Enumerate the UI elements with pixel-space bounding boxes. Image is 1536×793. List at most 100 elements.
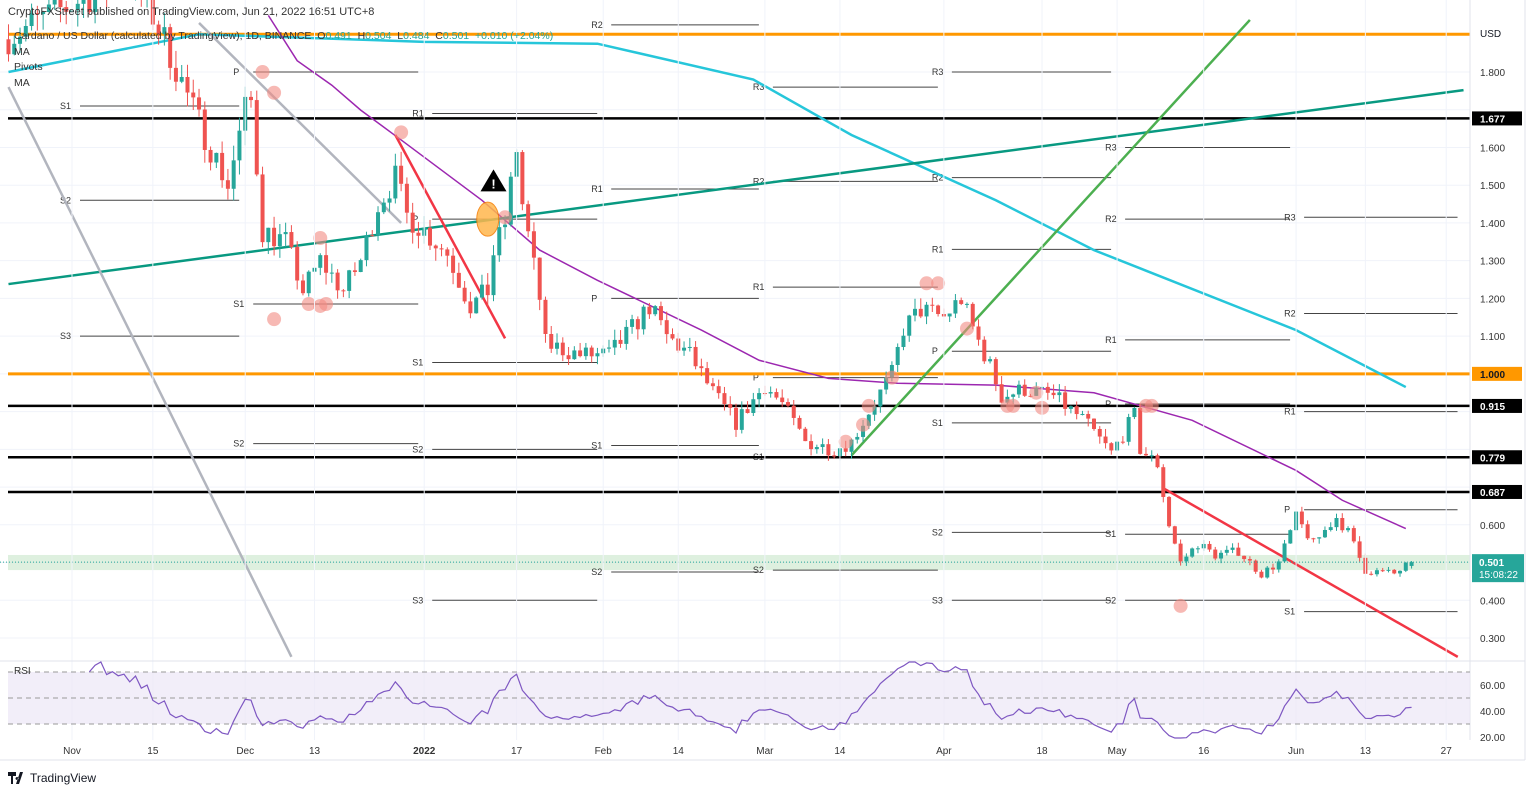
candle[interactable]	[1167, 496, 1172, 528]
candle[interactable]	[728, 396, 733, 416]
candle[interactable]	[566, 346, 571, 366]
candle[interactable]	[959, 297, 964, 306]
candle[interactable]	[1299, 506, 1304, 528]
candle[interactable]	[1184, 553, 1189, 566]
candle[interactable]	[1322, 526, 1327, 538]
candle[interactable]	[1236, 542, 1241, 557]
candle[interactable]	[364, 231, 369, 267]
candle[interactable]	[1230, 543, 1235, 554]
candle[interactable]	[1057, 384, 1062, 403]
candle[interactable]	[1311, 537, 1316, 543]
candle[interactable]	[52, 0, 57, 10]
candle[interactable]	[162, 13, 167, 46]
candle[interactable]	[1265, 566, 1270, 579]
candle[interactable]	[1143, 447, 1148, 457]
candle[interactable]	[716, 379, 721, 399]
candle[interactable]	[173, 50, 178, 92]
candle[interactable]	[168, 23, 173, 80]
candle[interactable]	[595, 347, 600, 365]
candle[interactable]	[81, 0, 86, 18]
candle[interactable]	[145, 0, 149, 8]
candle[interactable]	[757, 388, 762, 408]
candle[interactable]	[924, 301, 929, 325]
candle[interactable]	[878, 389, 883, 413]
candle[interactable]	[803, 426, 808, 442]
candle[interactable]	[35, 5, 40, 31]
candle[interactable]	[156, 20, 161, 45]
candle[interactable]	[531, 222, 536, 270]
candle[interactable]	[999, 376, 1004, 404]
candle[interactable]	[1346, 526, 1351, 533]
candle[interactable]	[1357, 536, 1362, 562]
candle[interactable]	[993, 357, 998, 392]
indicator-ma-50[interactable]: MA	[14, 76, 30, 89]
candle[interactable]	[1259, 569, 1264, 579]
candle[interactable]	[693, 341, 698, 370]
candle[interactable]	[283, 222, 288, 247]
candle[interactable]	[635, 316, 640, 340]
candle[interactable]	[208, 146, 213, 171]
candle[interactable]	[479, 274, 484, 300]
indicator-pivots[interactable]: Pivots	[14, 61, 43, 73]
candle[interactable]	[780, 389, 785, 407]
candle[interactable]	[1276, 559, 1281, 573]
candle[interactable]	[918, 298, 923, 319]
candle[interactable]	[1270, 563, 1275, 575]
candle[interactable]	[248, 91, 253, 108]
candle[interactable]	[1051, 384, 1056, 399]
candle[interactable]	[416, 221, 421, 249]
candle[interactable]	[809, 434, 814, 456]
candle[interactable]	[1386, 566, 1391, 573]
candle[interactable]	[705, 361, 710, 385]
candle[interactable]	[1207, 541, 1212, 552]
candle[interactable]	[1091, 418, 1096, 431]
candle[interactable]	[895, 343, 900, 373]
candle[interactable]	[710, 377, 715, 391]
candle[interactable]	[220, 141, 225, 188]
candle[interactable]	[1132, 406, 1137, 420]
candle[interactable]	[1016, 380, 1021, 398]
candle[interactable]	[1195, 546, 1200, 554]
candle[interactable]	[491, 245, 496, 302]
candle[interactable]	[797, 415, 802, 430]
candle[interactable]	[191, 79, 196, 110]
candle[interactable]	[46, 0, 51, 13]
candle[interactable]	[1086, 410, 1091, 427]
candle[interactable]	[404, 177, 409, 224]
candle[interactable]	[1178, 539, 1183, 566]
candle[interactable]	[393, 153, 398, 204]
candle[interactable]	[630, 314, 635, 334]
candle[interactable]	[93, 0, 98, 24]
candle[interactable]	[520, 150, 525, 211]
candle[interactable]	[641, 304, 646, 335]
candle[interactable]	[1109, 442, 1114, 455]
candle[interactable]	[624, 319, 629, 350]
candle[interactable]	[1103, 428, 1108, 449]
candle[interactable]	[445, 247, 450, 267]
candle[interactable]	[901, 328, 906, 351]
candle[interactable]	[202, 101, 207, 163]
candle[interactable]	[410, 202, 415, 244]
candle[interactable]	[907, 314, 912, 342]
candle[interactable]	[41, 10, 46, 30]
candle[interactable]	[318, 253, 323, 276]
candle[interactable]	[6, 24, 11, 62]
candle[interactable]	[1288, 529, 1293, 544]
candle[interactable]	[589, 345, 594, 363]
tradingview-logo[interactable]: TradingView	[8, 771, 96, 785]
candle[interactable]	[295, 241, 300, 290]
candle[interactable]	[468, 291, 473, 319]
candle[interactable]	[1403, 561, 1408, 573]
candle[interactable]	[653, 305, 658, 317]
candle[interactable]	[1398, 570, 1403, 577]
candle[interactable]	[1224, 545, 1229, 556]
candle[interactable]	[774, 388, 779, 400]
candle[interactable]	[936, 304, 941, 317]
candle[interactable]	[451, 248, 456, 285]
candle[interactable]	[1120, 436, 1125, 445]
candle[interactable]	[87, 0, 92, 15]
candle[interactable]	[555, 333, 560, 355]
candle[interactable]	[526, 200, 531, 238]
candle[interactable]	[1213, 546, 1218, 561]
